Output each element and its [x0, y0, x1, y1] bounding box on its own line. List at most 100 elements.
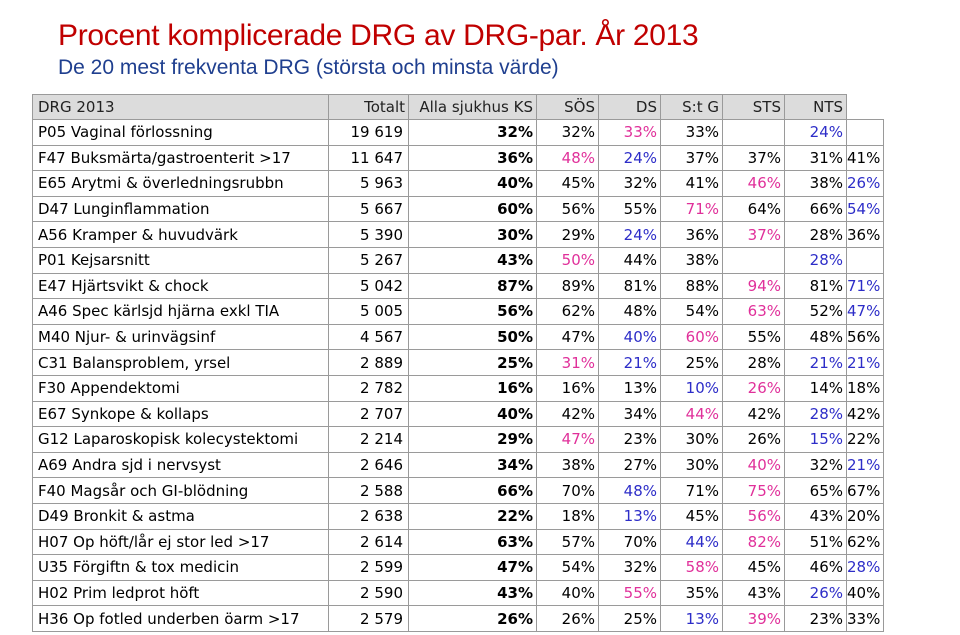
total-cell: 5 667: [328, 195, 409, 223]
table-row: A46 Spec kärlsjd hjärna exkl TIA 5 005 56%…: [32, 298, 885, 325]
sos-cell: 42%: [536, 400, 599, 428]
sos-cell: 89%: [536, 272, 599, 300]
page-title: Procent komplicerade DRG av DRG-par. År …: [58, 19, 699, 52]
ds-cell: 81%: [598, 272, 661, 300]
stg-cell: 10%: [660, 374, 723, 402]
nts-cell: 47%: [845, 298, 885, 325]
stg-cell: 60%: [660, 323, 723, 351]
nts-cell: 56%: [845, 323, 885, 351]
total-cell: 19 619: [328, 119, 409, 146]
table-row: E47 Hjärtsvikt & chock 5 042 87% 89% 81% 88% 9…: [32, 272, 885, 300]
drg-name-cell: M40 Njur- & urinvägsinf: [32, 323, 329, 351]
drg-name-cell: P05 Vaginal förlossning: [32, 119, 329, 146]
stg-cell: 13%: [660, 605, 723, 632]
drg-name-cell: F30 Appendektomi: [32, 374, 329, 402]
nts-cell: 26%: [784, 579, 847, 607]
sts-cell: 63%: [722, 298, 785, 325]
table-row: A69 Andra sjd i nervsyst 2 646 34% 38% 27% 30…: [32, 451, 885, 479]
ds-cell: 55%: [598, 195, 661, 223]
stg-cell: 41%: [660, 170, 723, 197]
table-row: U35 Förgiftn & tox medicin 2 599 47% 54% 32%…: [32, 554, 885, 581]
nts-cell: 46%: [784, 554, 847, 581]
drg-name-cell: E65 Arytmi & överledningsrubbn: [32, 170, 329, 197]
column-header-ds: DS: [598, 94, 661, 120]
drg-name-cell: F40 Magsår och GI-blödning: [32, 477, 329, 504]
sts-cell: 45%: [722, 554, 785, 581]
column-header-all-hospitals: Alla sjukhus KS: [408, 94, 537, 120]
total-cell: 2 579: [328, 605, 409, 632]
total-cell: 2 707: [328, 400, 409, 428]
table-row: F30 Appendektomi 2 782 16% 16% 13% 10% 26% 14% 1…: [32, 374, 885, 402]
all-hospitals-cell: 29%: [408, 426, 537, 453]
table-row: F47 Buksmärta/gastroenterit >17 11 647 36%…: [32, 144, 885, 172]
total-cell: 4 567: [328, 323, 409, 351]
nts-cell: 31%: [784, 144, 847, 172]
sos-cell: 54%: [536, 554, 599, 581]
all-hospitals-cell: 50%: [408, 323, 537, 351]
all-hospitals-cell: 47%: [408, 554, 537, 581]
nts-cell: 24%: [784, 119, 847, 146]
nts-cell: 28%: [784, 246, 847, 274]
sos-cell: 47%: [536, 426, 599, 453]
drg-name-cell: G12 Laparoskopisk kolecystektomi: [32, 426, 329, 453]
sts-cell: 37%: [722, 221, 785, 248]
ds-cell: 13%: [598, 502, 661, 530]
sos-cell: 70%: [536, 477, 599, 504]
total-cell: 5 963: [328, 170, 409, 197]
nts-cell: 71%: [845, 272, 885, 300]
sts-cell: [722, 246, 785, 274]
total-cell: 5 267: [328, 246, 409, 274]
nts-cell: 14%: [784, 374, 847, 402]
total-cell: 2 646: [328, 451, 409, 479]
stg-cell: 71%: [660, 477, 723, 504]
all-hospitals-cell: 43%: [408, 246, 537, 274]
nts-cell: 52%: [784, 298, 847, 325]
table-row: H07 Op höft/lår ej stor led >17 2 614 63% 5…: [32, 528, 885, 556]
sts-cell: 82%: [722, 528, 785, 556]
sts-cell: 26%: [722, 426, 785, 453]
all-hospitals-cell: 25%: [408, 349, 537, 376]
sts-cell: 39%: [722, 605, 785, 632]
table-row: P01 Kejsarsnitt 5 267 43% 50% 44% 38% 28%: [32, 246, 885, 274]
sos-cell: 18%: [536, 502, 599, 530]
total-cell: 2 590: [328, 579, 409, 607]
nts-cell: 28%: [784, 221, 847, 248]
stg-cell: 30%: [660, 426, 723, 453]
nts-cell: 66%: [784, 195, 847, 223]
ds-cell: 48%: [598, 298, 661, 325]
ds-cell: 25%: [598, 605, 661, 632]
ds-cell: 24%: [598, 221, 661, 248]
stg-cell: 44%: [660, 400, 723, 428]
table-row: M40 Njur- & urinvägsinf 4 567 50% 47% 40% 60%…: [32, 323, 885, 351]
stg-cell: 36%: [660, 221, 723, 248]
sts-cell: 46%: [722, 170, 785, 197]
nts-cell: [845, 119, 885, 146]
total-cell: 11 647: [328, 144, 409, 172]
sts-cell: 26%: [722, 374, 785, 402]
total-cell: 5 390: [328, 221, 409, 248]
all-hospitals-cell: 56%: [408, 298, 537, 325]
nts-cell: 51%: [784, 528, 847, 556]
nts-cell: 28%: [784, 400, 847, 428]
total-cell: 2 782: [328, 374, 409, 402]
all-hospitals-cell: 22%: [408, 502, 537, 530]
table-row: D49 Bronkit & astma 2 638 22% 18% 13% 45% 56% 4…: [32, 502, 885, 530]
total-cell: 2 638: [328, 502, 409, 530]
sos-cell: 16%: [536, 374, 599, 402]
sos-cell: 32%: [536, 119, 599, 146]
sts-cell: 37%: [722, 144, 785, 172]
all-hospitals-cell: 60%: [408, 195, 537, 223]
stg-cell: 54%: [660, 298, 723, 325]
nts-cell: 67%: [845, 477, 885, 504]
nts-cell: 48%: [784, 323, 847, 351]
page-subtitle: De 20 mest frekventa DRG (största och mi…: [58, 56, 559, 79]
nts-cell: 43%: [784, 502, 847, 530]
all-hospitals-cell: 43%: [408, 579, 537, 607]
ds-cell: 23%: [598, 426, 661, 453]
nts-cell: 42%: [845, 400, 885, 428]
ds-cell: 33%: [598, 119, 661, 146]
drg-name-cell: A56 Kramper & huvudvärk: [32, 221, 329, 248]
nts-cell: 32%: [784, 451, 847, 479]
table-header-row: DRG 2013 Totalt Alla sjukhus KS SÖS DS S…: [32, 94, 884, 120]
ds-cell: 44%: [598, 246, 661, 274]
